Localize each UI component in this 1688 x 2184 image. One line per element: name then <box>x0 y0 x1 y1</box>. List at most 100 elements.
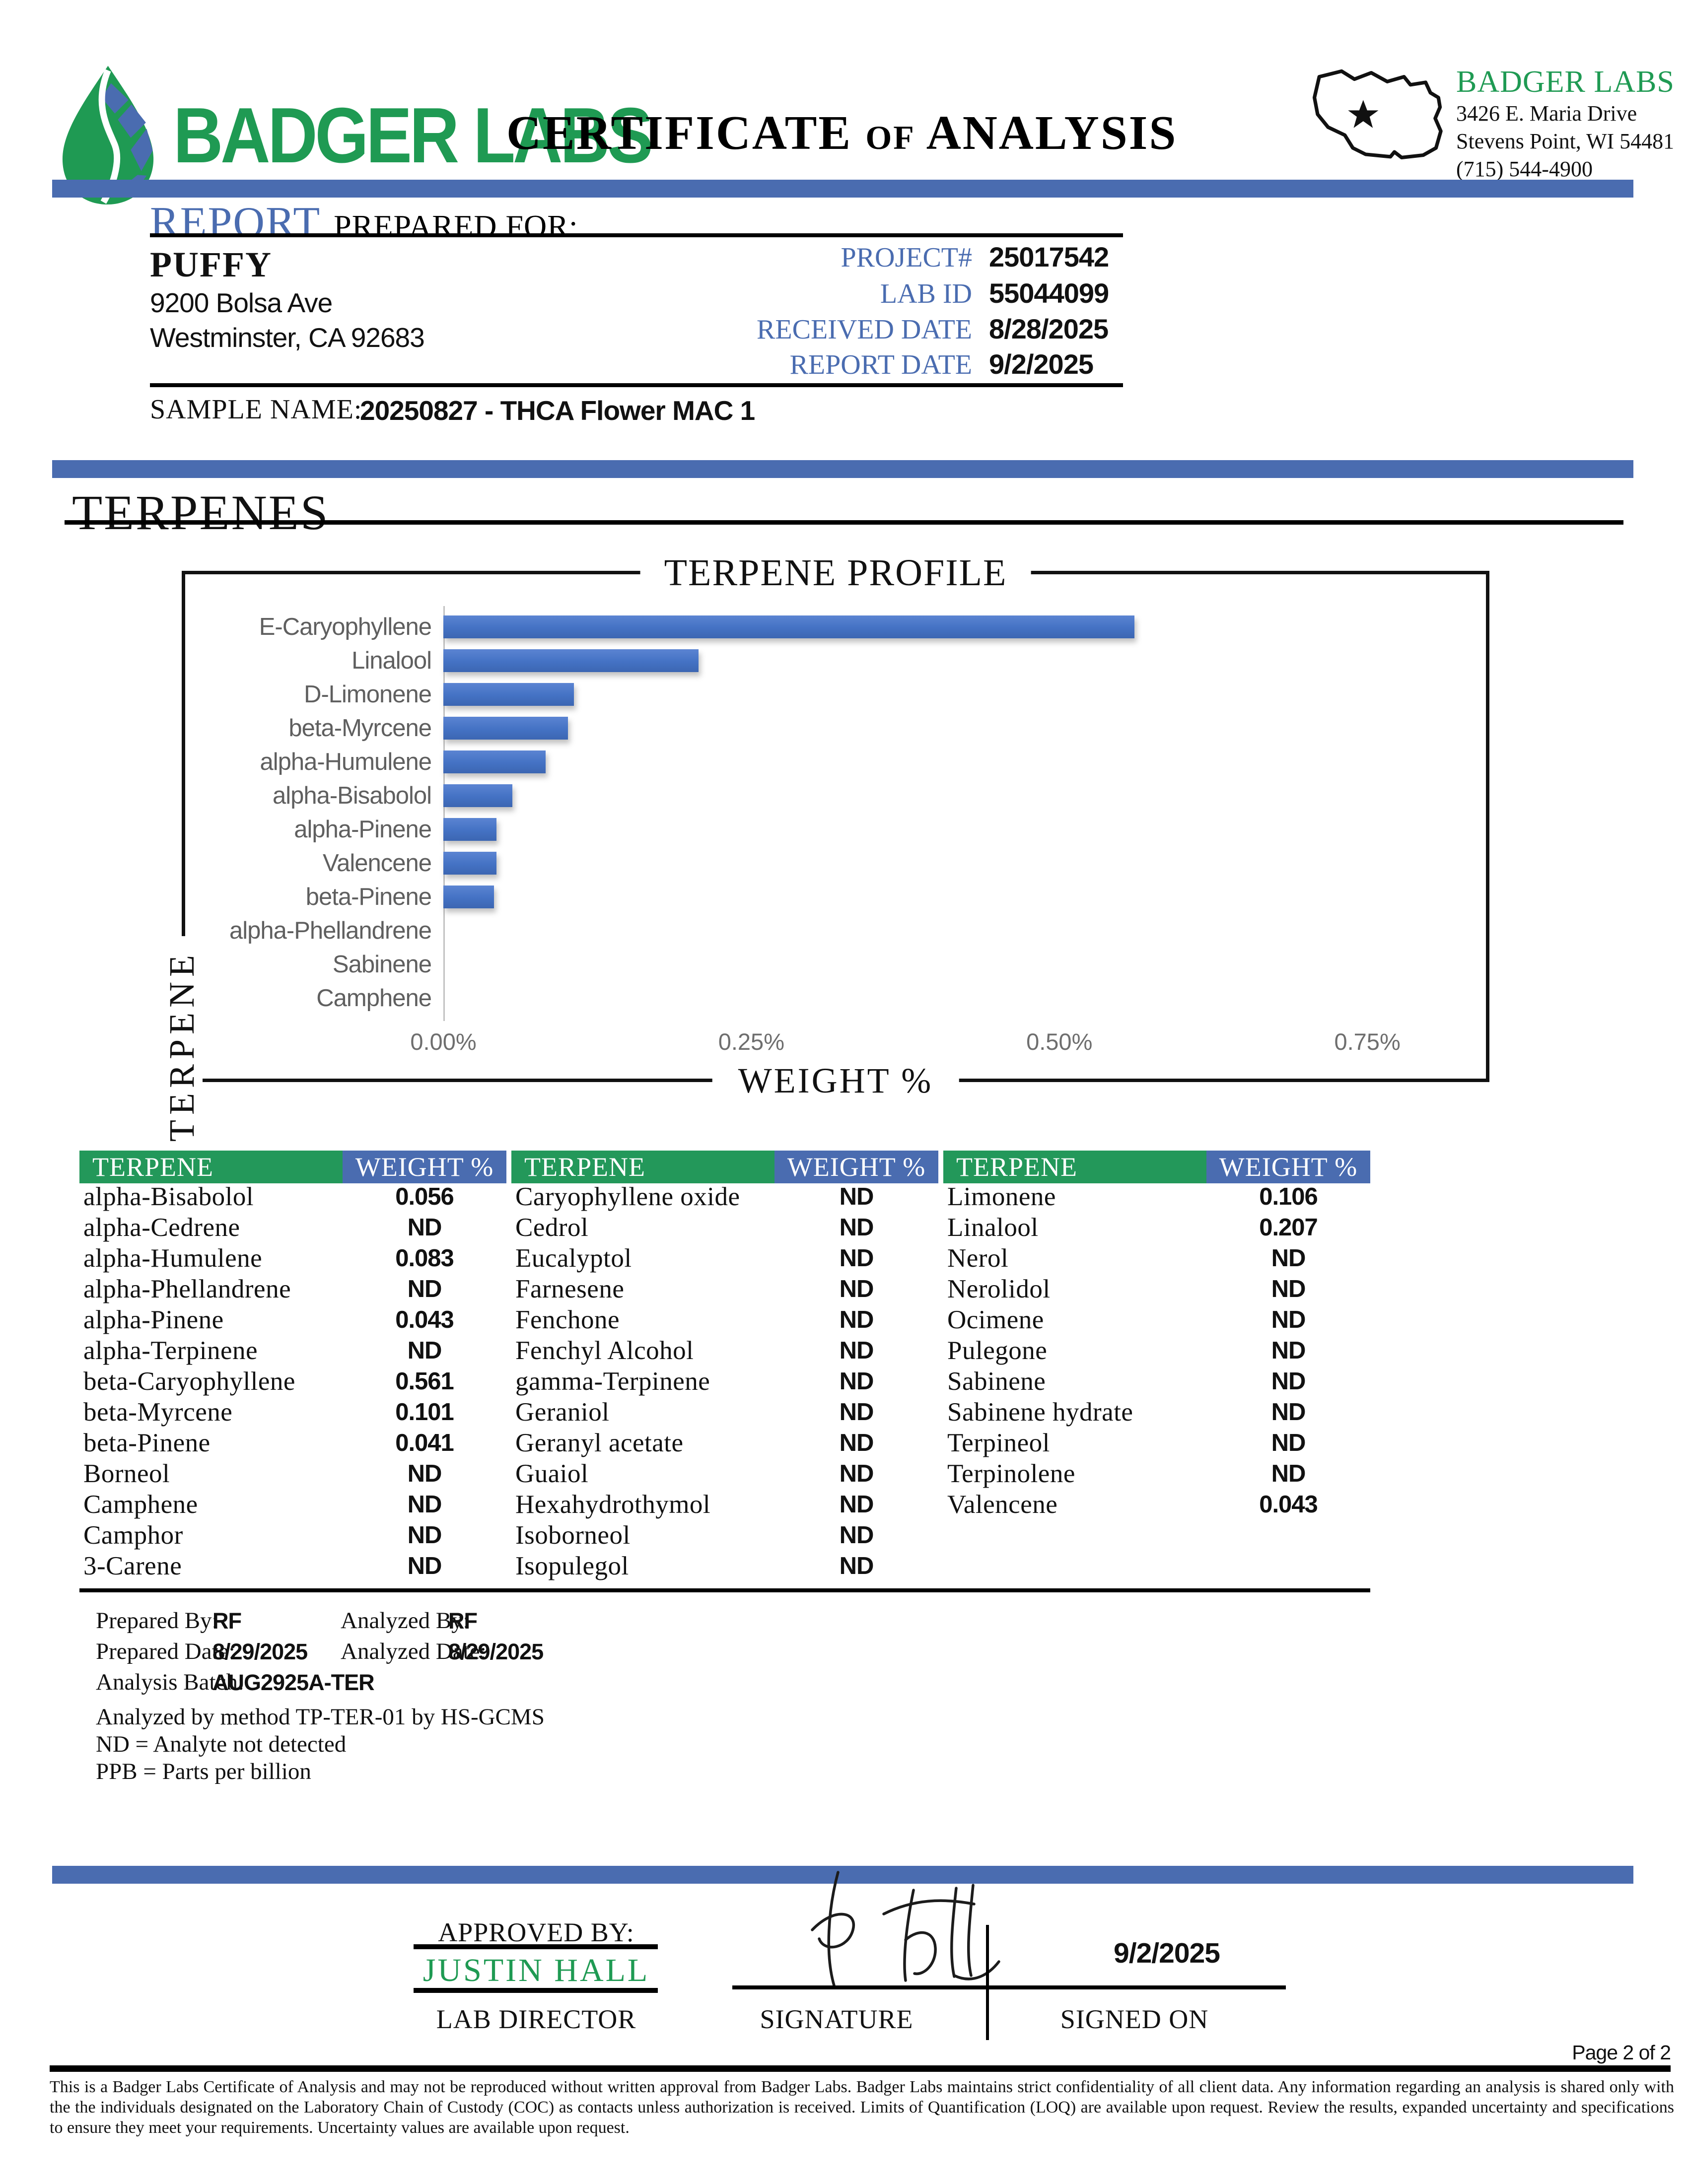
terpene-results-table: TERPENE WEIGHT % alpha-Bisabolol 0.056 alp… <box>79 1151 1370 1581</box>
sample-name-label: SAMPLE NAME: <box>150 394 362 425</box>
wisconsin-map-icon <box>1312 69 1443 160</box>
divider-band-terpenes <box>52 460 1633 478</box>
chart-bar-track <box>443 880 1441 914</box>
chart-bar-track <box>443 981 1441 1015</box>
table-header-weight: WEIGHT % <box>774 1151 938 1183</box>
table-cell-terpene-name: Camphene <box>83 1490 198 1519</box>
chart-bar-track <box>443 779 1441 813</box>
chart-row: Camphene <box>185 981 1441 1015</box>
chart-bar <box>443 852 496 875</box>
table-cell-terpene-name: Hexahydrothymol <box>515 1490 711 1519</box>
table-cell-weight-value: 0.106 <box>1259 1183 1318 1210</box>
chart-row: alpha-Humulene <box>185 745 1441 779</box>
chart-category-label: alpha-Humulene <box>260 749 432 775</box>
table-header-weight: WEIGHT % <box>343 1151 506 1183</box>
table-cell-weight-value: ND <box>839 1460 874 1487</box>
analyzed-by-label: Analyzed By: <box>341 1608 470 1634</box>
page-number: Page 2 of 2 <box>1572 2041 1671 2064</box>
chart-bar <box>443 615 1135 638</box>
report-date-label: REPORT DATE <box>789 349 972 380</box>
table-cell-terpene-name: Isopulegol <box>515 1552 629 1580</box>
approver-rule-top <box>414 1944 658 1949</box>
table-cell-weight-value: ND <box>839 1491 874 1518</box>
analyzed-by-value: RF <box>448 1608 478 1634</box>
table-cell-weight-value: ND <box>839 1337 874 1364</box>
report-date-value: 9/2/2025 <box>989 348 1094 380</box>
analysis-batch-value: AUG2925A-TER <box>212 1670 375 1695</box>
signature-separator-line <box>986 1925 989 2040</box>
chart-bar-track <box>443 644 1441 678</box>
table-cell-terpene-name: gamma-Terpinene <box>515 1367 710 1396</box>
project-number-value: 25017542 <box>989 241 1109 273</box>
chart-title: TERPENE PROFILE <box>640 551 1031 595</box>
table-cell-terpene-name: Ocimene <box>947 1305 1044 1334</box>
chart-bar <box>443 784 512 807</box>
received-date-row: RECEIVED DATE 8/28/2025 <box>720 313 1415 345</box>
chart-bar-track <box>443 711 1441 745</box>
table-cell-terpene-name: beta-Caryophyllene <box>83 1367 295 1396</box>
lab-address-block: BADGER LABS 3426 E. Maria Drive Stevens … <box>1303 56 1675 183</box>
chart-category-label: alpha-Phellandrene <box>229 917 432 944</box>
lab-phone: (715) 544-4900 <box>1456 157 1593 181</box>
table-cell-weight-value: ND <box>407 1214 442 1241</box>
chart-row: beta-Pinene <box>185 880 1441 914</box>
table-group-1: TERPENE WEIGHT % alpha-Bisabolol 0.056 alp… <box>79 1151 506 1581</box>
chart-category-label: Valencene <box>323 850 432 877</box>
chart-bar-track <box>443 745 1441 779</box>
table-cell-weight-value: ND <box>839 1214 874 1241</box>
chart-plot-area: E-Caryophyllene Linalool D-Limonene beta-My… <box>185 606 1441 1057</box>
prepared-date-value: 8/29/2025 <box>212 1639 308 1664</box>
signature-rule <box>732 1985 1286 1989</box>
chart-category-label: Sabinene <box>332 951 432 978</box>
table-cell-terpene-name: 3-Carene <box>83 1552 182 1580</box>
chart-bar <box>443 886 494 908</box>
table-cell-weight-value: ND <box>839 1399 874 1426</box>
table-cell-weight-value: ND <box>839 1245 874 1272</box>
received-date-value: 8/28/2025 <box>989 313 1109 344</box>
prepared-by-value: RF <box>212 1608 242 1634</box>
footer-disclaimer: This is a Badger Labs Certificate of Ana… <box>50 2078 1674 2137</box>
chart-category-label: D-Limonene <box>304 681 432 708</box>
table-header-terpene: TERPENE <box>511 1151 774 1183</box>
chart-bar <box>443 683 574 706</box>
report-rule-bottom <box>150 383 1123 387</box>
table-cell-weight-value: ND <box>407 1460 442 1487</box>
table-cell-weight-value: 0.056 <box>395 1183 454 1210</box>
signature-label: SIGNATURE <box>760 2004 914 2034</box>
table-cell-terpene-name: Fenchyl Alcohol <box>515 1336 694 1365</box>
table-cell-terpene-name: beta-Myrcene <box>83 1398 233 1427</box>
table-group-2: TERPENE WEIGHT % Caryophyllene oxide ND Ce… <box>511 1151 938 1581</box>
chart-x-tick-label: 0.25% <box>718 1028 784 1055</box>
chart-row: beta-Myrcene <box>185 711 1441 745</box>
chart-row: E-Caryophyllene <box>185 610 1441 644</box>
table-cell-terpene-name: Terpineol <box>947 1429 1050 1457</box>
ppb-note: PPB = Parts per billion <box>96 1759 311 1784</box>
chart-row: alpha-Pinene <box>185 813 1441 846</box>
table-cell-weight-value: ND <box>407 1337 442 1364</box>
analysis-batch-label: Analysis Batch: <box>96 1669 244 1695</box>
chart-zero-axis-line <box>443 606 445 1021</box>
table-cell-weight-value: ND <box>1271 1245 1306 1272</box>
chart-row: Linalool <box>185 644 1441 678</box>
table-cell-weight-value: 0.207 <box>1259 1214 1318 1241</box>
divider-band-bottom <box>52 1866 1633 1884</box>
table-cell-terpene-name: Sabinene hydrate <box>947 1398 1133 1427</box>
table-cell-weight-value: 0.043 <box>395 1306 454 1333</box>
chart-row: Valencene <box>185 846 1441 880</box>
prepared-for-label: PREPARED FOR: <box>334 208 578 244</box>
footer-rule <box>50 2065 1671 2072</box>
lab-name: BADGER LABS <box>1456 65 1675 99</box>
chart-category-label: beta-Myrcene <box>288 715 432 742</box>
logo-wordmark: BADGER LABS <box>173 91 653 179</box>
analyzed-date-label: Analyzed Date: <box>341 1638 487 1664</box>
table-cell-terpene-name: Caryophyllene oxide <box>515 1182 740 1211</box>
table-cell-terpene-name: Borneol <box>83 1459 170 1488</box>
table-cell-terpene-name: Valencene <box>947 1490 1058 1519</box>
table-cell-terpene-name: Terpinolene <box>947 1459 1075 1488</box>
table-cell-terpene-name: Cedrol <box>515 1213 589 1242</box>
badger-labs-logo: BADGER LABS <box>50 64 716 207</box>
table-cell-terpene-name: alpha-Humulene <box>83 1244 263 1273</box>
chart-category-label: E-Caryophyllene <box>259 614 432 640</box>
chart-bar-track <box>443 846 1441 880</box>
